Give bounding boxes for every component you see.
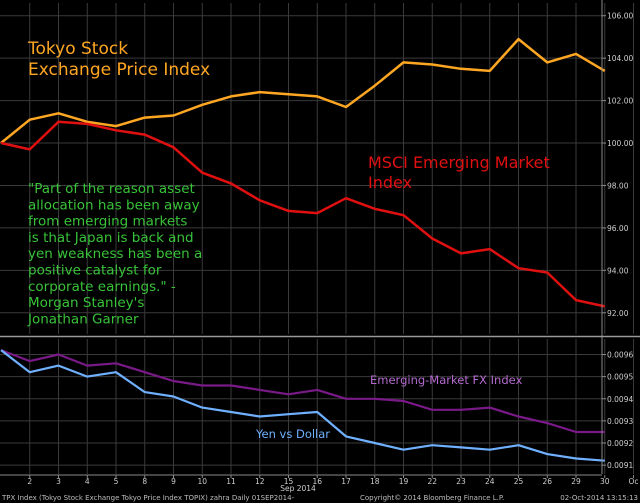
series-line-emfx bbox=[0, 349, 605, 434]
y-tick-label: 0.0092 bbox=[607, 439, 633, 448]
x-tick-label: 18 bbox=[370, 477, 380, 486]
y-tick-label: 0.0094 bbox=[607, 395, 633, 404]
x-tick-label: 15 bbox=[284, 477, 294, 486]
top-gridlines bbox=[0, 3, 634, 334]
x-tick-label: 9 bbox=[171, 477, 176, 486]
top-y-ticks: 106.00 104.00 102.00 100.00 98.00 96.00 94.00 9… bbox=[602, 12, 633, 318]
quote-annotation: "Part of the reason asset allocation has … bbox=[27, 181, 202, 327]
msci-label: MSCI Emerging Market Index bbox=[368, 153, 555, 192]
x-tick-label: 23 bbox=[456, 477, 466, 486]
x-tick-label: 17 bbox=[341, 477, 351, 486]
y-tick-label: 96.00 bbox=[607, 224, 629, 233]
emfx-label: Emerging-Market FX Index bbox=[370, 373, 522, 387]
axes-frame bbox=[0, 0, 640, 476]
x-tick-label: 11 bbox=[226, 477, 236, 486]
quote-line: from emerging markets bbox=[28, 214, 187, 230]
x-tick-label: 25 bbox=[514, 477, 524, 486]
y-tick-label: 94.00 bbox=[607, 266, 629, 275]
y-tick-label: 100.00 bbox=[607, 139, 633, 148]
yen-label: Yen vs Dollar bbox=[255, 427, 330, 441]
y-tick-label: 0.0093 bbox=[607, 417, 633, 426]
y-tick-label: 0.0096 bbox=[607, 350, 633, 359]
y-tick-label: 0.0095 bbox=[607, 373, 633, 382]
quote-line: positive catalyst for bbox=[28, 263, 162, 279]
quote-line: "Part of the reason asset bbox=[28, 181, 195, 197]
msci-label-line-1: MSCI Emerging Market bbox=[368, 153, 550, 172]
x-tick-label: 8 bbox=[142, 477, 147, 486]
tokyo-label-line-1: Tokyo Stock bbox=[27, 39, 128, 59]
bottom-panel: 0.0096 0.0095 0.0094 0.0093 0.0092 0.0091 bbox=[0, 339, 634, 474]
top-series bbox=[0, 37, 606, 308]
footer-right: 02-Oct-2014 13:15:13 bbox=[560, 494, 638, 502]
x-tick-label: 29 bbox=[571, 477, 581, 486]
x-tick-label: 22 bbox=[427, 477, 437, 486]
x-tick-label: 24 bbox=[485, 477, 495, 486]
quote-line: corporate earnings." - bbox=[28, 279, 176, 295]
y-tick-label: 92.00 bbox=[607, 309, 629, 318]
y-tick-label: 0.0091 bbox=[607, 461, 633, 470]
top-panel: 106.00 104.00 102.00 100.00 98.00 96.00 94.00 9… bbox=[0, 3, 634, 334]
x-tick-label: 26 bbox=[542, 477, 552, 486]
x-tick-label: 4 bbox=[85, 477, 90, 486]
series-line-tokyo bbox=[0, 37, 606, 144]
bottom-series bbox=[0, 349, 605, 462]
series-line-yen bbox=[0, 349, 605, 462]
quote-line: allocation has been away bbox=[28, 197, 200, 213]
x-tick-label: Oc bbox=[628, 477, 638, 486]
x-tick-label: 5 bbox=[114, 477, 119, 486]
bottom-y-ticks: 0.0096 0.0095 0.0094 0.0093 0.0092 0.0091 bbox=[602, 350, 633, 470]
y-tick-label: 98.00 bbox=[607, 181, 629, 190]
x-tick-label: 10 bbox=[197, 477, 207, 486]
x-tick-label: 2 bbox=[27, 477, 32, 486]
series-line-msci bbox=[0, 120, 606, 308]
quote-line: is that Japan is back and bbox=[28, 230, 194, 246]
y-tick-label: 106.00 bbox=[607, 12, 633, 21]
x-tick-label: 12 bbox=[255, 477, 265, 486]
footer-left: TPX Index (Tokyo Stock Exchange Tokyo Pr… bbox=[1, 494, 295, 502]
y-tick-label: 104.00 bbox=[607, 54, 633, 63]
x-month-label: Sep 2014 bbox=[280, 484, 316, 493]
footer-center: Copyright© 2014 Bloomberg Finance L.P. bbox=[360, 494, 504, 502]
msci-label-line-2: Index bbox=[368, 173, 412, 192]
x-tick-label: 30 bbox=[600, 477, 610, 486]
x-tick-label: 16 bbox=[312, 477, 322, 486]
tokyo-label: Tokyo Stock Exchange Price Index bbox=[27, 39, 210, 80]
quote-line: Morgan Stanley's bbox=[28, 295, 144, 311]
y-tick-label: 102.00 bbox=[607, 97, 633, 106]
x-tick-label: 3 bbox=[56, 477, 61, 486]
quote-line: yen weakness has been a bbox=[28, 246, 202, 262]
x-tick-label: 19 bbox=[399, 477, 409, 486]
tokyo-label-line-2: Exchange Price Index bbox=[28, 60, 210, 80]
x-axis: 2 3 4 5 8 9 10 11 12 15 16 17 18 19 22 23 24 25 26 29 30 Oc bbox=[27, 475, 639, 486]
quote-line: Jonathan Garner bbox=[27, 311, 139, 327]
